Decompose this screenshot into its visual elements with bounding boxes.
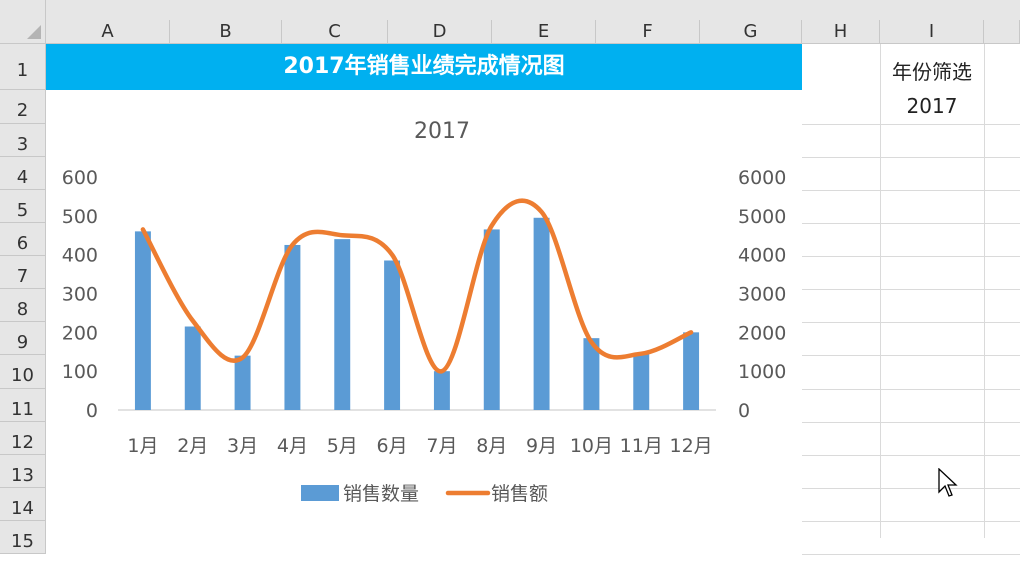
row-gridline	[802, 124, 1020, 125]
banner-title[interactable]: 2017年销售业绩完成情况图	[46, 44, 802, 90]
row-header-4[interactable]: 4	[0, 157, 46, 190]
y-right-tick-label: 2000	[738, 322, 786, 344]
column-gridline	[984, 44, 985, 538]
x-tick-label: 11月	[620, 435, 663, 457]
y-left-tick-label: 400	[62, 245, 98, 267]
y-right-tick-label: 3000	[738, 284, 786, 306]
x-tick-label: 2月	[177, 435, 208, 457]
bar-12	[683, 332, 700, 410]
column-header-i[interactable]: I	[880, 20, 984, 44]
bar-7	[433, 371, 450, 410]
row-gridline	[802, 190, 1020, 191]
row-gridline	[802, 455, 1020, 456]
column-header-g[interactable]: G	[700, 20, 802, 44]
bar-3	[234, 355, 251, 410]
row-header-6[interactable]: 6	[0, 223, 46, 256]
column-header-c[interactable]: C	[282, 20, 388, 44]
bar-1	[134, 231, 151, 410]
column-gridline	[880, 44, 881, 538]
row-gridline	[802, 488, 1020, 489]
chart-svg: 2017010020030040050060001000200030004000…	[62, 119, 787, 505]
y-right-tick-label: 6000	[738, 167, 786, 189]
column-header-next[interactable]	[984, 20, 1020, 44]
bar-8	[483, 229, 500, 410]
y-right-tick-label: 1000	[738, 361, 786, 383]
y-left-tick-label: 300	[62, 284, 98, 306]
bar-6	[384, 260, 401, 410]
bar-5	[334, 239, 351, 410]
y-left-tick-label: 0	[86, 400, 98, 422]
row-header-1[interactable]: 1	[0, 44, 46, 90]
sales-chart[interactable]: 2017 0 100 200 300 400 500 600 0 1000 2000 3000 4000…	[46, 90, 802, 538]
x-tick-label: 4月	[277, 435, 308, 457]
column-header-d[interactable]: D	[388, 20, 492, 44]
row-header-14[interactable]: 14	[0, 488, 46, 521]
filter-label-cell[interactable]: 年份筛选	[892, 60, 972, 84]
column-header-b[interactable]: B	[170, 20, 282, 44]
row-gridline	[802, 389, 1020, 390]
x-tick-label: 8月	[476, 435, 507, 457]
row-gridline	[802, 422, 1020, 423]
legend-line-label: 销售额	[491, 483, 548, 505]
row-gridline	[802, 554, 1020, 555]
row-header-10[interactable]: 10	[0, 355, 46, 389]
row-header-2[interactable]: 2	[0, 90, 46, 124]
column-header-a[interactable]: A	[46, 20, 170, 44]
row-gridline	[802, 256, 1020, 257]
chart-title: 2017	[414, 119, 470, 144]
column-header-f[interactable]: F	[596, 20, 700, 44]
legend-bar-label: 销售数量	[343, 483, 419, 505]
column-header-h[interactable]: H	[802, 20, 880, 44]
bar-2	[184, 326, 201, 410]
row-header-12[interactable]: 12	[0, 422, 46, 455]
row-gridline	[802, 289, 1020, 290]
sheet-top-strip	[46, 0, 1020, 20]
legend-bar-swatch	[301, 485, 339, 501]
column-header-e[interactable]: E	[492, 20, 596, 44]
row-gridline	[802, 157, 1020, 158]
y-right-tick-label: 5000	[738, 206, 786, 228]
row-gridline	[802, 322, 1020, 323]
row-header-9[interactable]: 9	[0, 322, 46, 355]
x-tick-label: 3月	[227, 435, 258, 457]
x-tick-label: 9月	[526, 435, 557, 457]
row-gridline	[802, 521, 1020, 522]
row-header-5[interactable]: 5	[0, 190, 46, 223]
y-left-tick-label: 200	[62, 322, 98, 344]
bar-10	[583, 338, 600, 410]
bar-9	[533, 217, 550, 410]
row-header-7[interactable]: 7	[0, 256, 46, 289]
y-left-tick-label: 500	[62, 206, 98, 228]
row-header-13[interactable]: 13	[0, 455, 46, 488]
row-header-8[interactable]: 8	[0, 289, 46, 322]
y-right-tick-label: 4000	[738, 245, 786, 267]
row-gridline	[802, 355, 1020, 356]
select-all-corner[interactable]	[0, 0, 46, 44]
x-tick-label: 10月	[570, 435, 613, 457]
x-tick-label: 1月	[127, 435, 158, 457]
bar-4	[284, 244, 301, 410]
x-tick-label: 12月	[669, 435, 712, 457]
row-header-11[interactable]: 11	[0, 389, 46, 422]
bar-11	[633, 353, 650, 410]
filter-value-cell[interactable]: 2017	[906, 94, 958, 118]
y-right-tick-label: 0	[738, 400, 750, 422]
x-tick-label: 7月	[426, 435, 457, 457]
y-left-tick-label: 600	[62, 167, 98, 189]
y-left-tick-label: 100	[62, 361, 98, 383]
sales-amount-line	[140, 198, 694, 374]
x-tick-label: 6月	[377, 435, 408, 457]
x-tick-label: 5月	[327, 435, 358, 457]
mouse-cursor-icon	[938, 468, 958, 497]
row-gridline	[802, 223, 1020, 224]
row-header-3[interactable]: 3	[0, 124, 46, 157]
